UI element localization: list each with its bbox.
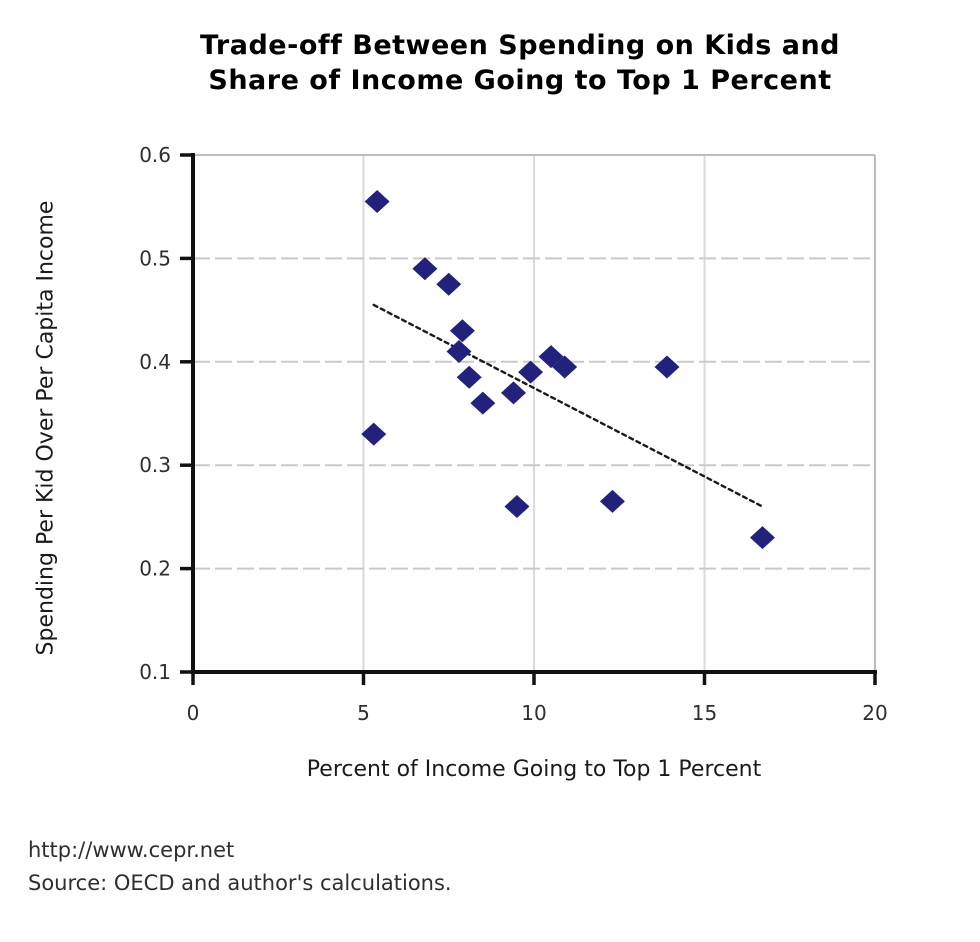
data-point	[436, 272, 462, 296]
y-axis-title: Spending Per Kid Over Per Capita Income	[33, 200, 59, 656]
data-point	[504, 495, 530, 519]
chart-title: Trade-off Between Spending on Kids and S…	[110, 28, 930, 98]
data-point	[599, 489, 625, 513]
y-tick-label: 0.6	[139, 143, 171, 167]
data-point	[501, 381, 527, 405]
y-tick-label: 0.2	[139, 557, 171, 581]
x-tick-label: 15	[692, 701, 717, 725]
data-point	[361, 422, 387, 446]
chart-title-line2: Share of Income Going to Top 1 Percent	[208, 65, 832, 96]
x-tick-label: 20	[862, 701, 887, 725]
y-tick-label: 0.4	[139, 350, 171, 374]
chart-title-line1: Trade-off Between Spending on Kids and	[199, 30, 840, 61]
x-axis-title: Percent of Income Going to Top 1 Percent	[306, 757, 762, 782]
data-point	[449, 319, 475, 343]
y-tick-label: 0.1	[139, 660, 171, 684]
trend-line	[372, 303, 764, 508]
data-point	[412, 257, 438, 281]
data-point	[470, 391, 496, 415]
x-tick-label: 0	[187, 701, 200, 725]
y-tick-label: 0.3	[139, 453, 171, 477]
data-point	[446, 339, 472, 363]
data-point	[456, 365, 482, 389]
footer-url: http://www.cepr.net	[28, 838, 235, 862]
footer-source: Source: OECD and author's calculations.	[28, 871, 452, 895]
data-point	[749, 526, 775, 550]
x-tick-label: 10	[521, 701, 546, 725]
y-tick-label: 0.5	[139, 246, 171, 270]
x-tick-label: 5	[357, 701, 370, 725]
data-point	[364, 190, 390, 214]
data-point	[518, 360, 544, 384]
data-point	[552, 355, 578, 379]
data-point	[654, 355, 680, 379]
